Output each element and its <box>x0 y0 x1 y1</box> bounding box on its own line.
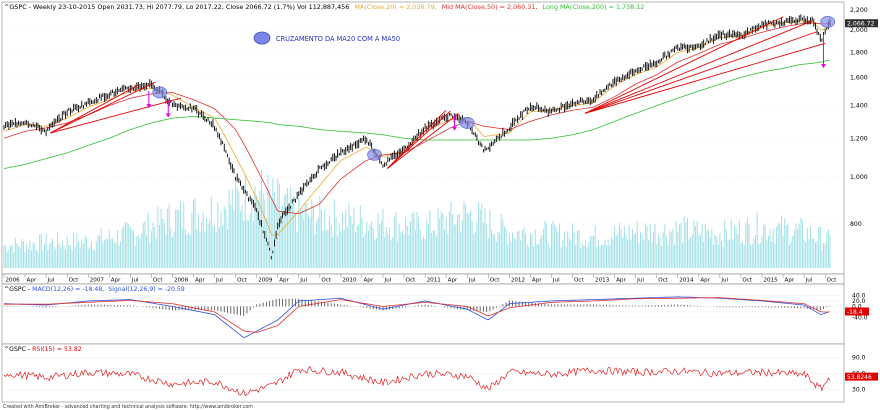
x-tick-label: Jul <box>47 278 55 284</box>
rsi-pane[interactable] <box>1 343 845 403</box>
price-tick-label: 1,800 <box>850 49 868 56</box>
x-tick-label: Oct <box>153 278 163 284</box>
x-tick-label: Apr <box>111 278 121 284</box>
signal-line <box>4 297 830 333</box>
x-tick-label: 2011 <box>427 278 442 284</box>
x-tick-label: Oct <box>658 278 668 284</box>
macd-header-line: ^GSPC - MACD(12,26) = -18.48, Signal(12,… <box>4 286 185 293</box>
rsi-series-layer <box>3 357 842 397</box>
x-tick-label: 2012 <box>511 278 525 284</box>
x-tick-label: Apr <box>195 278 205 284</box>
trendline <box>386 109 447 169</box>
x-tick-label: Oct <box>237 278 247 284</box>
sell-arrow-head <box>820 64 826 69</box>
crossover-marker <box>367 148 382 161</box>
sell-arrow-head <box>146 104 152 109</box>
crossover-marker <box>820 15 836 28</box>
x-tick-label: Jul <box>636 278 644 284</box>
x-tick-label: Jul <box>299 278 307 284</box>
price-tick-label: 1,200 <box>850 135 868 142</box>
crossover-marker <box>152 86 168 99</box>
x-tick-label: Oct <box>321 278 331 284</box>
x-tick-label: 2009 <box>258 278 273 284</box>
sell-arrow-head <box>452 126 458 131</box>
legend-marker-ellipse <box>253 31 271 45</box>
rsi-last-value-label: 53.8246 <box>847 374 872 381</box>
trendline <box>386 110 451 169</box>
x-tick-label: 2013 <box>595 278 610 284</box>
rsi-header-line: ^GSPC - RSI(15) = 53.82 <box>4 346 82 353</box>
macd-last-value-box <box>845 307 869 316</box>
trendline <box>50 81 156 134</box>
x-tick-label: Apr <box>785 278 795 284</box>
rsi-tick-label: 90.0 <box>852 354 866 361</box>
x-tick-label: 2010 <box>342 278 357 284</box>
price-tick-label: 800 <box>850 221 862 228</box>
trendlines <box>50 15 836 169</box>
x-tick-label: Apr <box>448 278 458 284</box>
axes: 2,200 2,000 1,800 1,600 1,400 1,200 1,000 800 2,… <box>3 7 878 393</box>
sell-arrow-head <box>165 113 171 118</box>
price-tick-label: 2,200 <box>850 7 868 14</box>
rsi-tick-label: 30.0 <box>852 386 866 393</box>
trendline <box>584 31 817 114</box>
x-tick-label: Oct <box>69 278 79 284</box>
trendline <box>50 84 139 134</box>
x-tick-label: Jul <box>383 278 391 284</box>
x-tick-label: 2015 <box>763 278 778 284</box>
price-tick-label: 2,000 <box>850 27 868 34</box>
macd-tick-label: 40.0 <box>852 292 866 299</box>
x-tick-label: Jul <box>215 278 223 284</box>
x-tick-label: Oct <box>827 278 837 284</box>
x-tick-label: Jul <box>131 278 139 284</box>
x-tick-label: Apr <box>363 278 373 284</box>
macd-tick-label: -40.0 <box>852 314 868 321</box>
x-tick-label: 2006 <box>6 278 21 284</box>
x-tick-label: Jul <box>720 278 728 284</box>
footer-credit: Created with AmiBroker - advanced charti… <box>3 404 253 410</box>
x-tick-label: Apr <box>616 278 626 284</box>
price-tick-label: 1,400 <box>850 103 868 110</box>
trendline <box>50 97 181 134</box>
x-tick-label: Apr <box>279 278 289 284</box>
macd-tick-label: 20.0 <box>852 298 866 305</box>
price-tick-label: 1,600 <box>850 74 868 81</box>
price-last-value-box <box>845 19 878 28</box>
price-last-value-label: 2,066.72 <box>847 21 875 28</box>
x-tick-label: Apr <box>700 278 710 284</box>
x-tick-label: 2008 <box>174 278 189 284</box>
x-tick-label: Oct <box>574 278 584 284</box>
volume-histogram <box>3 170 831 268</box>
price-tick-label: 1,000 <box>850 174 868 181</box>
x-tick-label: Oct <box>742 278 752 284</box>
x-tick-label: Jul <box>552 278 560 284</box>
trendline <box>584 16 784 114</box>
annotation-text: CRUZAMENTO DA MA20 COM A MA50 <box>276 35 400 43</box>
macd-last-value-label: -18.4 <box>847 309 863 316</box>
x-tick-label: 2014 <box>679 278 694 284</box>
macd-series-layer <box>3 295 842 338</box>
x-axis-strip <box>1 273 845 285</box>
x-tick-label: 2007 <box>90 278 105 284</box>
x-tick-label: Oct <box>406 278 416 284</box>
macd-pane[interactable] <box>1 283 845 345</box>
x-tick-label: Apr <box>27 278 37 284</box>
trendline <box>584 20 813 114</box>
rsi-last-value-box <box>845 372 878 381</box>
x-tick-label: Oct <box>490 278 500 284</box>
x-tick-label: Jul <box>805 278 813 284</box>
trendline <box>386 112 460 169</box>
x-tick-label: Apr <box>532 278 542 284</box>
trendline <box>584 42 826 114</box>
crossover-marker <box>459 117 475 129</box>
price-header-line: ^GSPC - Weekly 23-10-2015 Open 2031.73, … <box>4 3 644 11</box>
macd-tick-label: 0.0 <box>852 303 862 310</box>
x-tick-label: Jul <box>468 278 476 284</box>
rsi-line <box>3 366 831 397</box>
